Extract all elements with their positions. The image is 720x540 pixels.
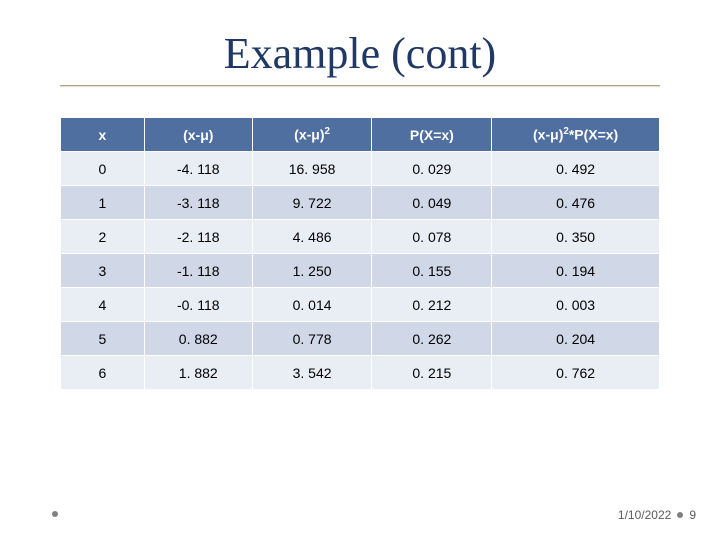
cell: 1. 250 (252, 254, 372, 288)
table-header-product: (x-μ)2*P(X=x) (492, 118, 660, 152)
table-container: x (x-μ) (x-μ)2 P(X=x) (x-μ)2*P(X=x) 0 -4… (60, 117, 660, 390)
cell: 0. 262 (372, 322, 492, 356)
table-row: 6 1. 882 3. 542 0. 215 0. 762 (61, 356, 660, 390)
table-row: 2 -2. 118 4. 486 0. 078 0. 350 (61, 220, 660, 254)
cell: -1. 118 (144, 254, 252, 288)
cell: 0. 350 (492, 220, 660, 254)
footer-left-bullet-icon (52, 511, 58, 517)
cell: 0. 882 (144, 322, 252, 356)
slide-title: Example (cont) (0, 0, 720, 85)
cell: -3. 118 (144, 186, 252, 220)
table-row: 5 0. 882 0. 778 0. 262 0. 204 (61, 322, 660, 356)
cell: 3 (61, 254, 145, 288)
cell: 0. 204 (492, 322, 660, 356)
slide-footer: 1/10/2022 9 (618, 508, 696, 522)
cell: -0. 118 (144, 288, 252, 322)
cell: -4. 118 (144, 152, 252, 186)
title-underline (60, 85, 660, 87)
table-row: 0 -4. 118 16. 958 0. 029 0. 492 (61, 152, 660, 186)
table-body: 0 -4. 118 16. 958 0. 029 0. 492 1 -3. 11… (61, 152, 660, 390)
table-header-xmu2: (x-μ)2 (252, 118, 372, 152)
cell: 4 (61, 288, 145, 322)
cell: 0. 492 (492, 152, 660, 186)
cell: 0 (61, 152, 145, 186)
table-row: 1 -3. 118 9. 722 0. 049 0. 476 (61, 186, 660, 220)
cell: 0. 476 (492, 186, 660, 220)
cell: 0. 212 (372, 288, 492, 322)
cell: 9. 722 (252, 186, 372, 220)
cell: 0. 215 (372, 356, 492, 390)
cell: 0. 762 (492, 356, 660, 390)
footer-bullet-icon (677, 512, 683, 518)
cell: 0. 078 (372, 220, 492, 254)
table-header-row: x (x-μ) (x-μ)2 P(X=x) (x-μ)2*P(X=x) (61, 118, 660, 152)
cell: 1 (61, 186, 145, 220)
cell: -2. 118 (144, 220, 252, 254)
cell: 4. 486 (252, 220, 372, 254)
table-row: 3 -1. 118 1. 250 0. 155 0. 194 (61, 254, 660, 288)
cell: 2 (61, 220, 145, 254)
cell: 0. 029 (372, 152, 492, 186)
cell: 1. 882 (144, 356, 252, 390)
cell: 5 (61, 322, 145, 356)
table-row: 4 -0. 118 0. 014 0. 212 0. 003 (61, 288, 660, 322)
cell: 6 (61, 356, 145, 390)
table-header-pxx: P(X=x) (372, 118, 492, 152)
cell: 16. 958 (252, 152, 372, 186)
cell: 0. 014 (252, 288, 372, 322)
cell: 0. 194 (492, 254, 660, 288)
footer-date: 1/10/2022 (618, 508, 671, 522)
footer-page-number: 9 (689, 508, 696, 522)
table-header-x: x (61, 118, 145, 152)
cell: 3. 542 (252, 356, 372, 390)
cell: 0. 778 (252, 322, 372, 356)
data-table: x (x-μ) (x-μ)2 P(X=x) (x-μ)2*P(X=x) 0 -4… (60, 117, 660, 390)
cell: 0. 049 (372, 186, 492, 220)
cell: 0. 155 (372, 254, 492, 288)
table-header-xmu: (x-μ) (144, 118, 252, 152)
slide-container: { "title": "Example (cont)", "table": { … (0, 0, 720, 540)
cell: 0. 003 (492, 288, 660, 322)
